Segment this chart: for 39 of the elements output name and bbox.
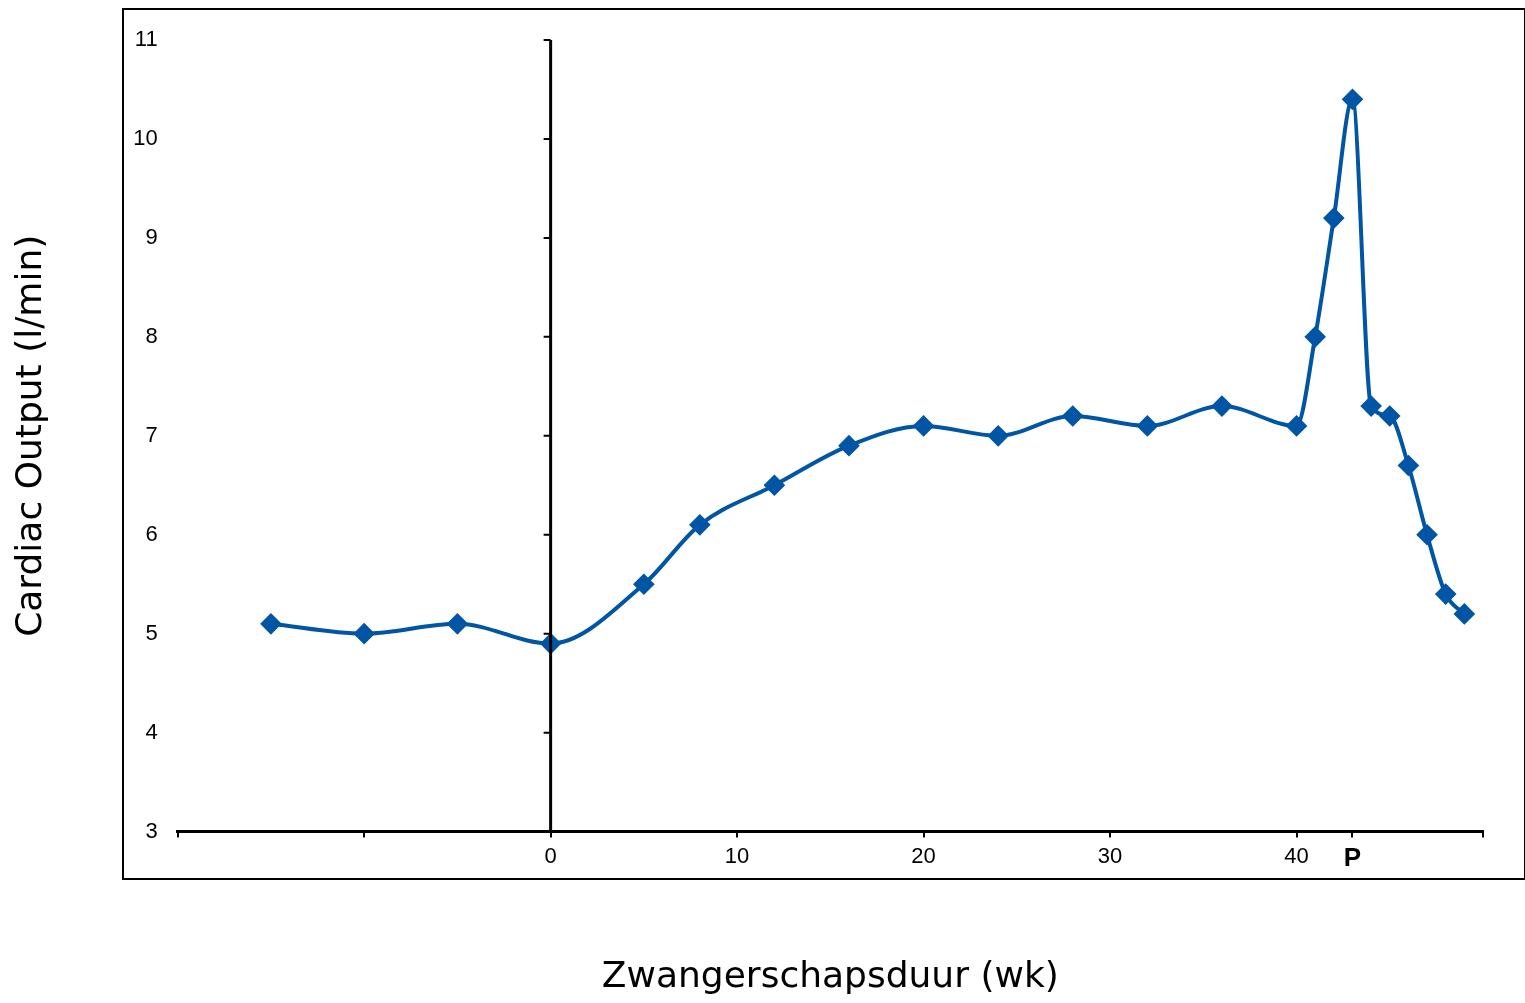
point [1062,406,1083,427]
point [913,415,934,436]
point [1417,524,1438,545]
point [447,613,468,634]
point [988,425,1009,446]
point [1398,455,1419,476]
point [1454,603,1475,624]
point [1435,584,1456,605]
point [354,623,375,644]
x-tick-label: 40 [1284,842,1309,868]
y-tick-label: 11 [134,26,158,52]
y-tick-label: 4 [145,718,158,744]
point [1137,415,1158,436]
x-tick-label: 10 [724,842,750,868]
x-tick-label: 0 [544,842,557,868]
point [1305,326,1326,347]
point [260,613,281,634]
y-tick-label: 7 [145,421,158,447]
point [838,435,859,456]
y-tick-label: 10 [133,125,158,151]
point [1379,406,1400,427]
y-axis-title: Cardiac Output (l/min) [7,234,49,637]
x-axis-title: Zwangerschapsduur (wk) [601,953,1059,995]
point [1361,396,1382,417]
y-tick-label: 6 [145,520,158,546]
point [764,475,785,496]
y-tick-label: 3 [145,817,158,843]
point [1342,89,1363,110]
point [689,514,710,535]
point [1323,208,1344,229]
y-tick-label: 8 [145,322,158,348]
y-tick-label: 5 [145,619,158,645]
point [633,574,654,595]
x-tick-label: P [1343,842,1362,873]
point [1211,396,1232,417]
x-tick-label: 20 [911,842,936,868]
point [1286,415,1307,436]
y-tick-label: 9 [145,223,158,249]
x-tick-label: 30 [1097,842,1123,868]
